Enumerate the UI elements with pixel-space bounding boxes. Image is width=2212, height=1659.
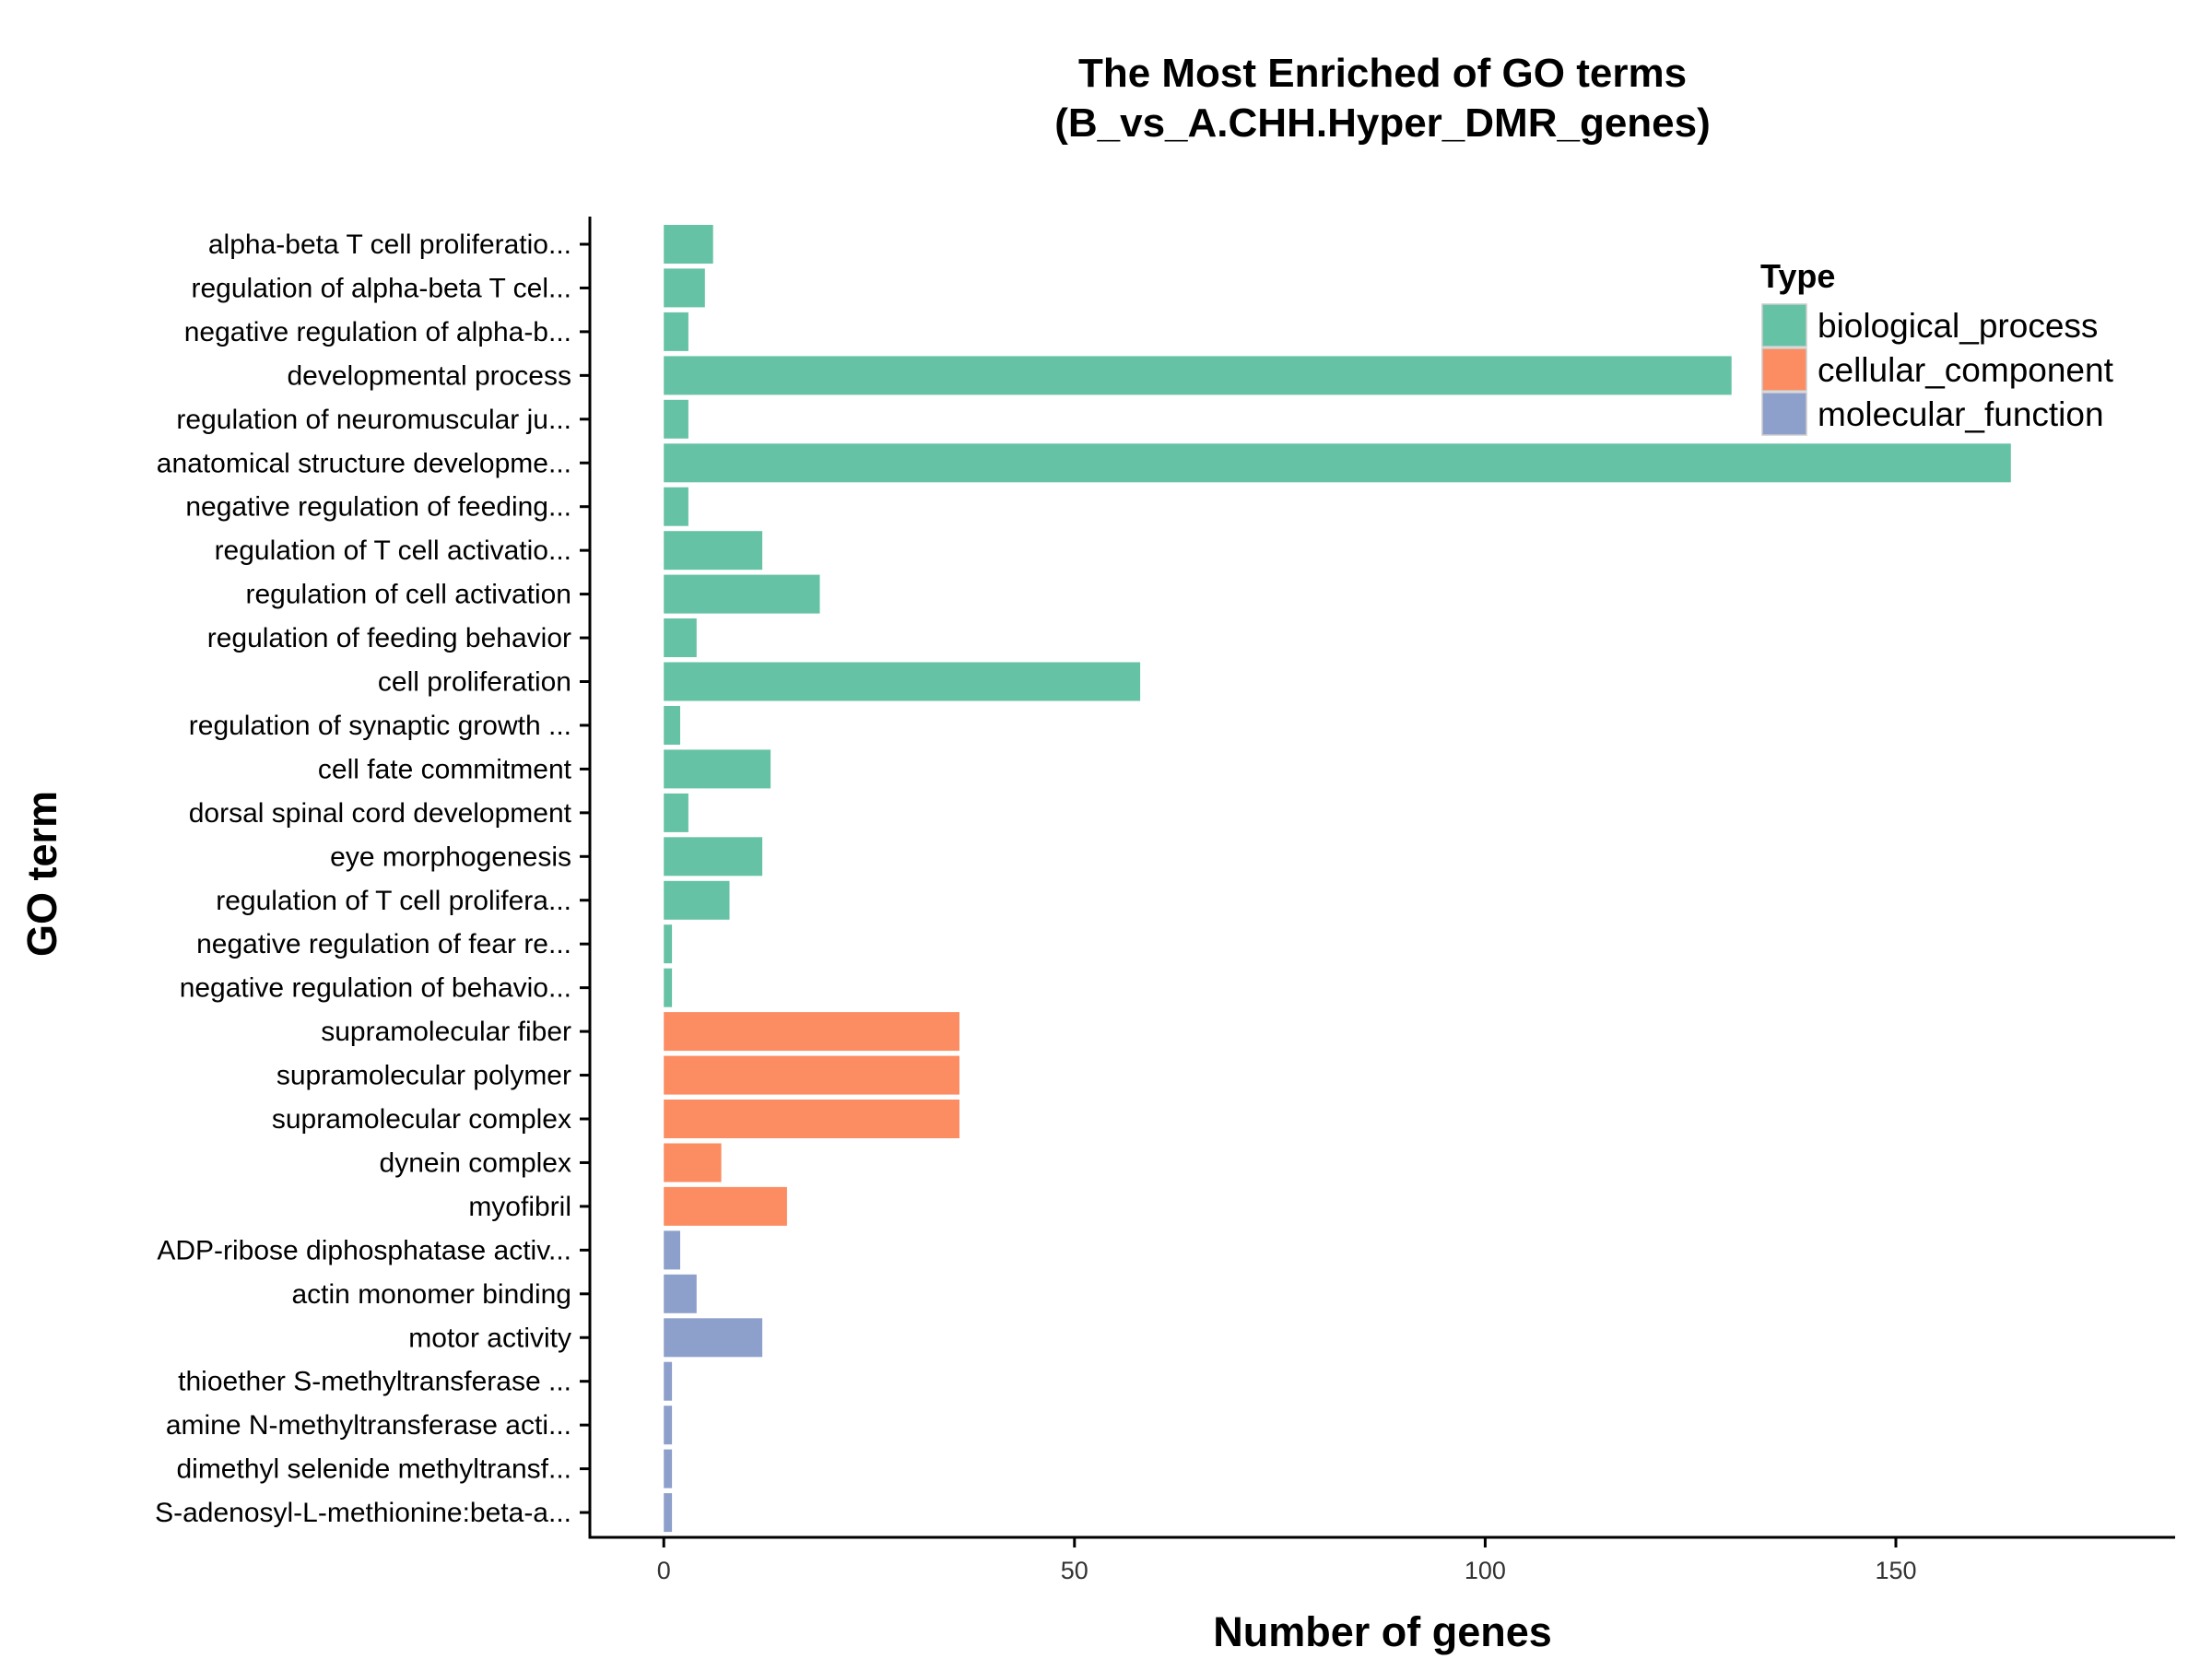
bar bbox=[664, 1274, 697, 1313]
y-tick-label: S-adenosyl-L-methionine:beta-a... bbox=[155, 1498, 571, 1528]
legend-swatch bbox=[1761, 303, 1807, 347]
bar bbox=[664, 1361, 673, 1401]
y-tick-label: negative regulation of behavio... bbox=[180, 973, 571, 1004]
y-tick-label: dynein complex bbox=[380, 1147, 571, 1178]
bar bbox=[664, 1449, 673, 1488]
y-tick-label: developmental process bbox=[287, 360, 571, 391]
bar bbox=[664, 268, 705, 308]
y-tick-label: dorsal spinal cord development bbox=[189, 798, 572, 829]
bar bbox=[664, 356, 1732, 395]
y-tick-label: supramolecular complex bbox=[272, 1104, 571, 1135]
y-tick-label: eye morphogenesis bbox=[330, 841, 571, 872]
y-tick-label: negative regulation of feeding... bbox=[185, 492, 571, 523]
bar bbox=[664, 662, 1141, 701]
x-axis-title: Number of genes bbox=[1213, 1608, 1552, 1655]
legend-label: molecular_function bbox=[1818, 395, 2104, 433]
y-tick-label: cell fate commitment bbox=[318, 754, 572, 784]
y-tick-label: supramolecular polymer bbox=[276, 1061, 571, 1091]
bar bbox=[664, 749, 771, 789]
bar bbox=[664, 1493, 673, 1533]
y-tick-label: alpha-beta T cell proliferatio... bbox=[208, 229, 571, 260]
y-tick-label: amine N-methyltransferase acti... bbox=[166, 1410, 571, 1441]
y-tick-label: regulation of T cell prolifera... bbox=[216, 886, 571, 916]
legend: Type biological_process cellular_component… bbox=[1760, 257, 2114, 436]
bars-layer bbox=[664, 225, 2011, 1533]
bar bbox=[664, 793, 688, 832]
y-tick-label: regulation of alpha-beta T cel... bbox=[192, 273, 572, 303]
bar bbox=[664, 837, 763, 877]
y-tick-label: regulation of neuromuscular ju... bbox=[176, 405, 571, 435]
y-tick-label: negative regulation of alpha-b... bbox=[184, 317, 571, 347]
y-tick-label: dimethyl selenide methyltransf... bbox=[176, 1454, 571, 1485]
y-tick-label: anatomical structure developme... bbox=[157, 448, 571, 478]
y-tick-label: regulation of T cell activatio... bbox=[215, 535, 571, 566]
y-tick-label: cell proliferation bbox=[378, 667, 571, 698]
bar bbox=[664, 1100, 959, 1138]
y-axis-title: GO term bbox=[18, 791, 65, 957]
bar bbox=[664, 1406, 673, 1445]
y-tick-label: regulation of cell activation bbox=[245, 580, 571, 610]
axes-layer: alpha-beta T cell proliferatio... regulat… bbox=[155, 217, 2175, 1584]
bar bbox=[664, 574, 820, 614]
bar bbox=[664, 706, 680, 745]
x-tick-label: 0 bbox=[657, 1557, 671, 1584]
bar bbox=[664, 399, 688, 439]
bar bbox=[664, 531, 763, 571]
y-tick-label: ADP-ribose diphosphatase activ... bbox=[157, 1235, 571, 1265]
y-tick-label: supramolecular fiber bbox=[321, 1017, 571, 1047]
x-tick-label: 50 bbox=[1061, 1557, 1088, 1584]
bar bbox=[664, 487, 688, 526]
y-tick-label: regulation of synaptic growth ... bbox=[189, 711, 571, 741]
bar bbox=[664, 968, 673, 1007]
y-tick-label: actin monomer binding bbox=[291, 1279, 571, 1310]
chart-title-line-1: The Most Enriched of GO terms bbox=[1078, 51, 1687, 96]
x-tick-label: 100 bbox=[1465, 1557, 1506, 1584]
y-tick-label: negative regulation of fear re... bbox=[196, 929, 571, 959]
bar bbox=[664, 618, 697, 657]
bar bbox=[664, 1012, 959, 1052]
chart-title-line-2: (B_vs_A.CHH.Hyper_DMR_genes) bbox=[1054, 100, 1711, 146]
x-tick-label: 150 bbox=[1875, 1557, 1916, 1584]
bar bbox=[664, 312, 688, 351]
bar bbox=[664, 1318, 763, 1358]
bar bbox=[664, 225, 713, 264]
legend-swatch bbox=[1761, 347, 1807, 392]
bar bbox=[664, 880, 730, 920]
y-tick-label: motor activity bbox=[408, 1323, 571, 1353]
legend-title: Type bbox=[1760, 257, 1835, 295]
y-tick-label: myofibril bbox=[468, 1192, 571, 1222]
legend-swatch bbox=[1761, 392, 1807, 436]
bar bbox=[664, 1230, 680, 1270]
bar bbox=[664, 924, 673, 964]
y-tick-label: regulation of feeding behavior bbox=[207, 623, 571, 653]
legend-label: cellular_component bbox=[1818, 351, 2114, 389]
bar bbox=[664, 1055, 959, 1095]
bar bbox=[664, 1186, 787, 1226]
bar bbox=[664, 1143, 722, 1182]
y-tick-label: thioether S-methyltransferase ... bbox=[178, 1367, 571, 1397]
bar bbox=[664, 443, 2011, 483]
legend-label: biological_process bbox=[1818, 307, 2098, 345]
